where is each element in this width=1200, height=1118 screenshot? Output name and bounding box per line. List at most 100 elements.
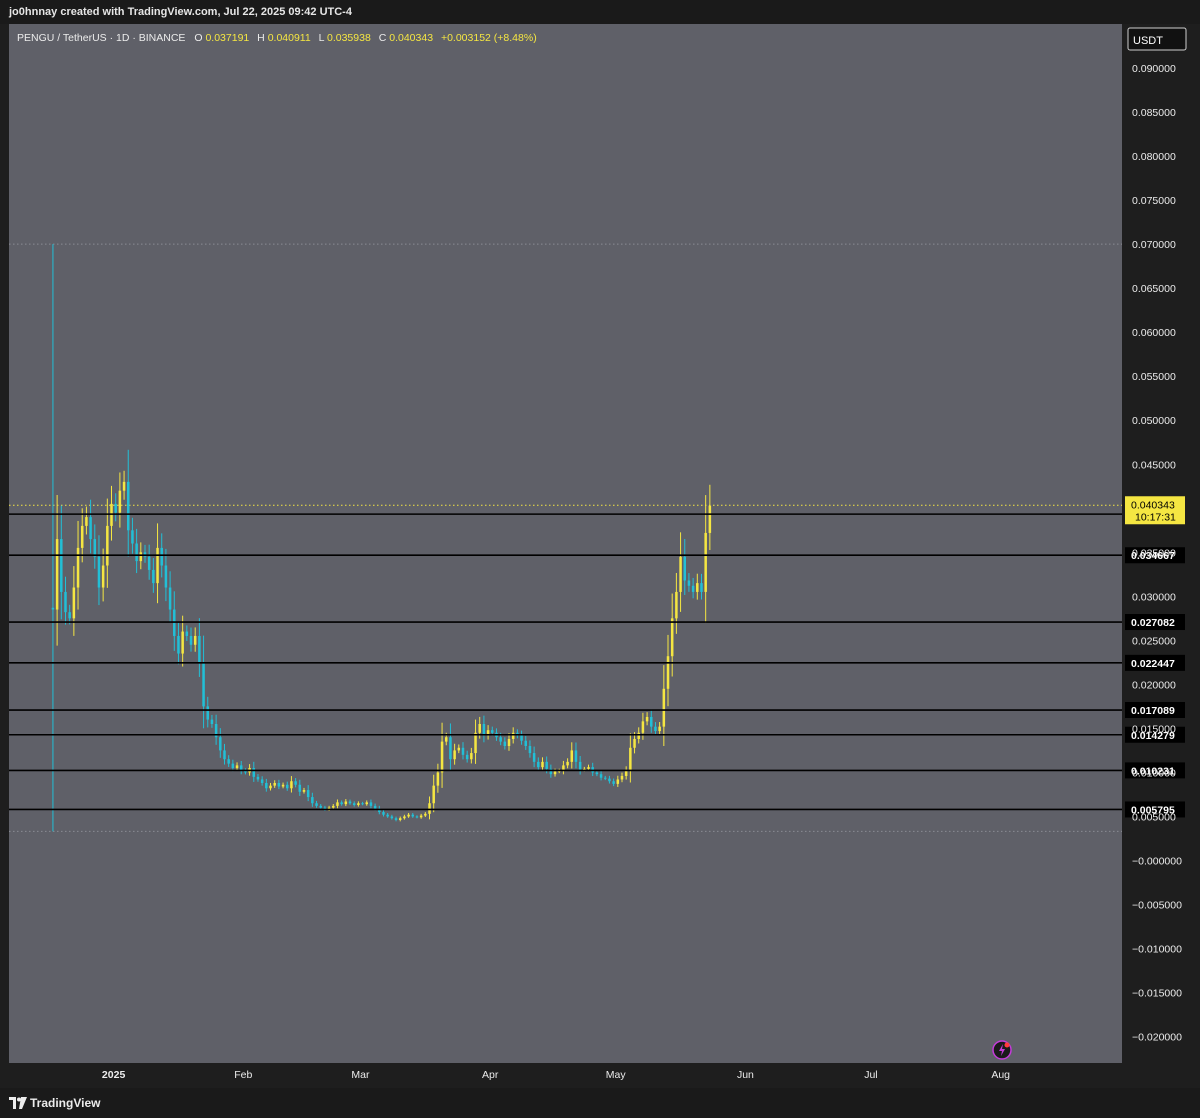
lightning-icon[interactable]: [992, 1040, 1012, 1060]
candle: [612, 778, 615, 787]
time-axis[interactable]: [9, 1063, 1122, 1087]
price-tick-label: 0.060000: [1132, 327, 1176, 339]
candle-body: [290, 781, 293, 789]
candle-body: [491, 730, 494, 733]
candle-body: [168, 587, 172, 610]
legend-low-label: L: [319, 32, 325, 44]
candle-body: [486, 730, 490, 736]
candle-body: [562, 765, 565, 771]
candle-body: [235, 765, 239, 769]
tradingview-logo-icon: [9, 1097, 27, 1109]
candle-body: [361, 803, 364, 805]
candle-body: [340, 802, 343, 805]
legend-close-label: C: [379, 32, 387, 44]
price-tick-label: 0.010000: [1132, 767, 1176, 779]
candle-body: [306, 790, 310, 798]
candle-body: [520, 735, 523, 741]
candle-body: [294, 781, 297, 785]
candle-body: [51, 607, 55, 610]
candle-body: [231, 763, 235, 769]
candle-body: [679, 556, 682, 592]
candle-body: [449, 737, 452, 760]
candle-body: [650, 716, 653, 727]
candle: [687, 573, 691, 592]
candle-body: [386, 814, 389, 817]
price-tick-label: 0.045000: [1132, 459, 1176, 471]
price-tick-label: −0.005000: [1132, 900, 1182, 912]
candle: [306, 785, 310, 802]
candle: [219, 728, 222, 758]
candles: [51, 244, 712, 832]
candle-body: [537, 761, 540, 768]
candle: [541, 757, 544, 771]
candle-body: [658, 726, 661, 732]
candle-body: [327, 807, 331, 810]
price-chart[interactable]: 0.0393350.0346670.0270820.0224470.017089…: [9, 24, 1189, 1087]
candle-body: [566, 761, 569, 766]
candle-body: [603, 777, 607, 779]
candle: [411, 813, 415, 818]
dotted-levels: [9, 243, 1122, 832]
candle: [273, 780, 276, 788]
time-tick-label: Apr: [482, 1069, 499, 1081]
candle-body: [315, 803, 318, 806]
candle-body: [390, 816, 394, 819]
candle: [235, 762, 239, 771]
candle-body: [465, 754, 469, 760]
legend-open-value: 0.037191: [205, 32, 249, 44]
candle: [675, 572, 678, 634]
candle: [252, 761, 256, 782]
candle: [277, 779, 281, 790]
level-label-box: [1125, 547, 1185, 564]
currency-button[interactable]: USDT: [1127, 27, 1187, 51]
candle: [193, 627, 197, 652]
candle: [654, 722, 657, 735]
candle-body: [453, 750, 456, 760]
candle-body: [60, 539, 63, 592]
candle: [281, 782, 285, 789]
candle-body: [461, 747, 465, 755]
candle-body: [156, 547, 159, 584]
candle: [574, 742, 578, 769]
price-tick-label: 0.080000: [1132, 151, 1176, 163]
plot-pane[interactable]: [9, 24, 1122, 1063]
candle: [344, 799, 348, 807]
candle-body: [378, 808, 381, 813]
candle-body: [332, 805, 335, 808]
candle-body: [265, 782, 268, 789]
candle-body: [131, 530, 134, 544]
candle: [122, 470, 126, 500]
candle: [244, 768, 247, 775]
candle-body: [214, 724, 218, 738]
export-footer: [0, 1088, 1200, 1118]
candle: [608, 775, 611, 784]
price-tick-label: 0.055000: [1132, 371, 1176, 383]
time-tick-label: Feb: [234, 1069, 252, 1081]
countdown-label: 10:17:31: [1135, 511, 1176, 523]
time-axis-labels: 2025 Feb Mar Apr May Jun Jul Aug: [102, 1069, 1010, 1081]
candle-body: [227, 759, 230, 764]
price-axis[interactable]: [1122, 24, 1189, 1063]
candle: [185, 625, 189, 641]
candle-body: [89, 517, 92, 540]
candle: [80, 508, 84, 563]
candle: [532, 746, 536, 768]
candle: [528, 740, 532, 758]
candle-body: [80, 525, 84, 548]
candle-body: [507, 738, 511, 747]
candle: [369, 799, 373, 809]
candle: [470, 747, 473, 764]
candle-body: [616, 779, 620, 784]
candle-body: [114, 503, 117, 513]
price-tick-label: 0.005000: [1132, 811, 1176, 823]
legend-symbol: PENGU / TetherUS · 1D · BINANCE: [17, 32, 185, 44]
time-tick-label: Jun: [737, 1069, 754, 1081]
candle-body: [277, 782, 281, 787]
candle-body: [641, 721, 645, 733]
candle: [633, 732, 636, 754]
candle-body: [419, 815, 423, 818]
candle-body: [662, 688, 666, 727]
candle: [51, 244, 55, 832]
candle: [361, 801, 364, 806]
candle: [708, 484, 712, 551]
